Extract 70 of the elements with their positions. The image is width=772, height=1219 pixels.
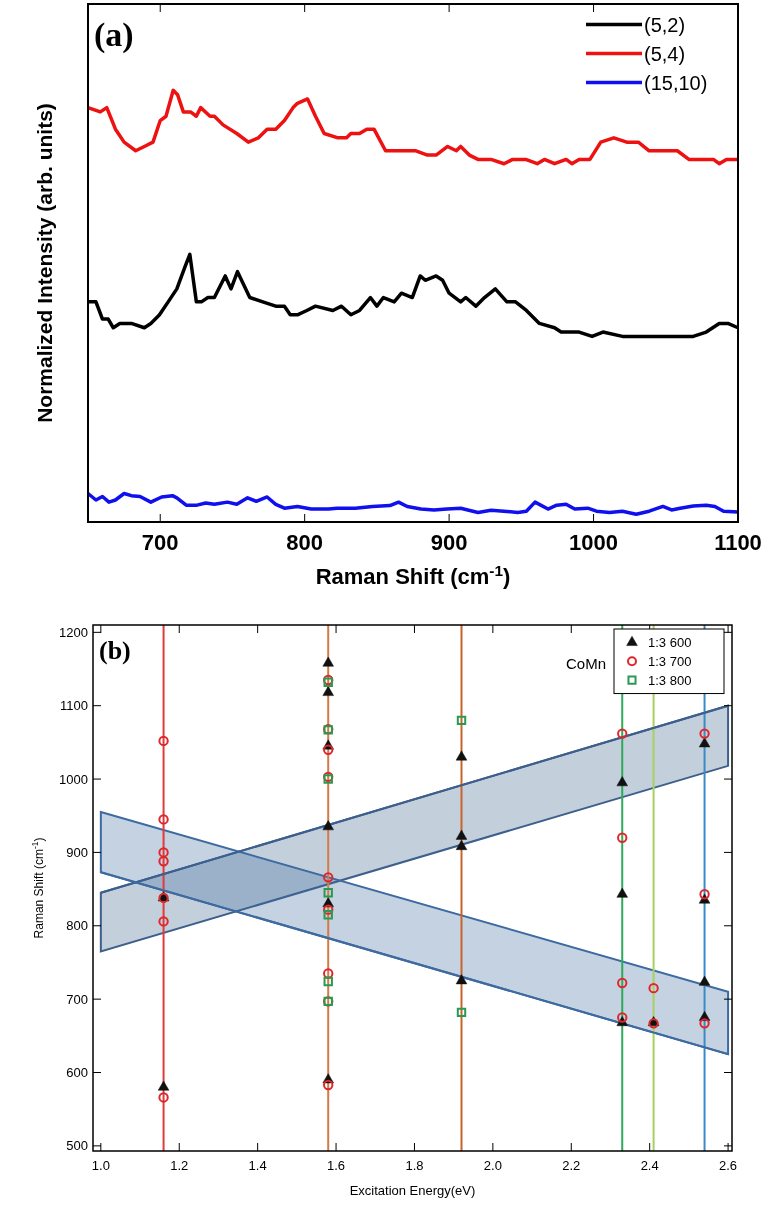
point (322, 656, 334, 667)
legend-label: (5,4) (644, 42, 686, 65)
point (617, 1012, 628, 1023)
x-tick-label: 2.4 (640, 1158, 659, 1173)
point (158, 847, 169, 858)
x-tick-label: 1100 (714, 530, 762, 555)
x-tick-label: 2.2 (562, 1158, 581, 1173)
point (323, 976, 333, 987)
text: (a) (94, 16, 134, 54)
x-tick-label: 1.8 (405, 1158, 424, 1173)
point (323, 1079, 334, 1091)
point (323, 744, 334, 755)
x-tick-label: 1.6 (327, 1158, 346, 1173)
x-tick-label: 900 (430, 530, 468, 555)
point (699, 1018, 710, 1029)
point (323, 888, 333, 898)
point (455, 750, 468, 761)
point (698, 737, 711, 748)
x-tick-label: 700 (141, 530, 179, 555)
legend-label: (15,10) (644, 71, 708, 94)
point (158, 814, 169, 825)
point (323, 968, 334, 979)
legend-label: 1:3 600 (648, 634, 692, 650)
annotation: (b) (99, 636, 131, 665)
point (323, 904, 334, 915)
point (323, 872, 334, 883)
point (323, 910, 333, 920)
point (456, 1007, 467, 1018)
legend-label: 1:3 700 (648, 653, 692, 669)
x-tick-label: 800 (286, 530, 324, 555)
point (158, 916, 169, 927)
point (648, 982, 659, 994)
point (616, 776, 628, 787)
x-tick-label: 2.0 (483, 1158, 502, 1173)
y-tick-label: 800 (66, 918, 88, 934)
y-tick-label: 700 (66, 991, 88, 1007)
point (699, 889, 710, 900)
y-tick-label: 900 (66, 844, 88, 860)
legend-label: 1:3 800 (648, 672, 692, 688)
x-tick-label: 2.6 (719, 1158, 738, 1173)
x-tick-label: 1.0 (91, 1158, 110, 1173)
x-axis-title: Raman Shift (cm$^{-1}$) (315, 561, 511, 589)
point (455, 829, 468, 840)
point (617, 977, 628, 989)
point (455, 840, 468, 850)
x-tick-label: 1000 (569, 530, 619, 555)
annotation: CoMn (565, 655, 606, 672)
point (698, 975, 711, 986)
point (322, 686, 334, 696)
y-tick-label: 1200 (59, 624, 88, 640)
y-tick-label: 500 (66, 1138, 88, 1154)
x-axis-title: Excitation Energy(eV) (349, 1183, 476, 1198)
x-tick-label: 1.4 (248, 1158, 267, 1173)
y-axis-title: Normalized Intensity (arb. units) (33, 103, 56, 423)
point (617, 832, 628, 843)
y-tick-label: 1000 (59, 771, 88, 787)
point (322, 820, 334, 831)
point (158, 1092, 169, 1103)
point (157, 1080, 170, 1091)
point (158, 735, 169, 747)
point (617, 728, 628, 739)
point (455, 974, 468, 985)
x-tick-label: 1.2 (170, 1158, 189, 1173)
legend-label: (5,2) (644, 13, 686, 36)
y-tick-label: 1100 (60, 698, 88, 714)
point (158, 856, 169, 867)
point (456, 715, 467, 726)
y-tick-label: 600 (66, 1065, 88, 1081)
point (616, 887, 628, 898)
point (699, 728, 710, 739)
